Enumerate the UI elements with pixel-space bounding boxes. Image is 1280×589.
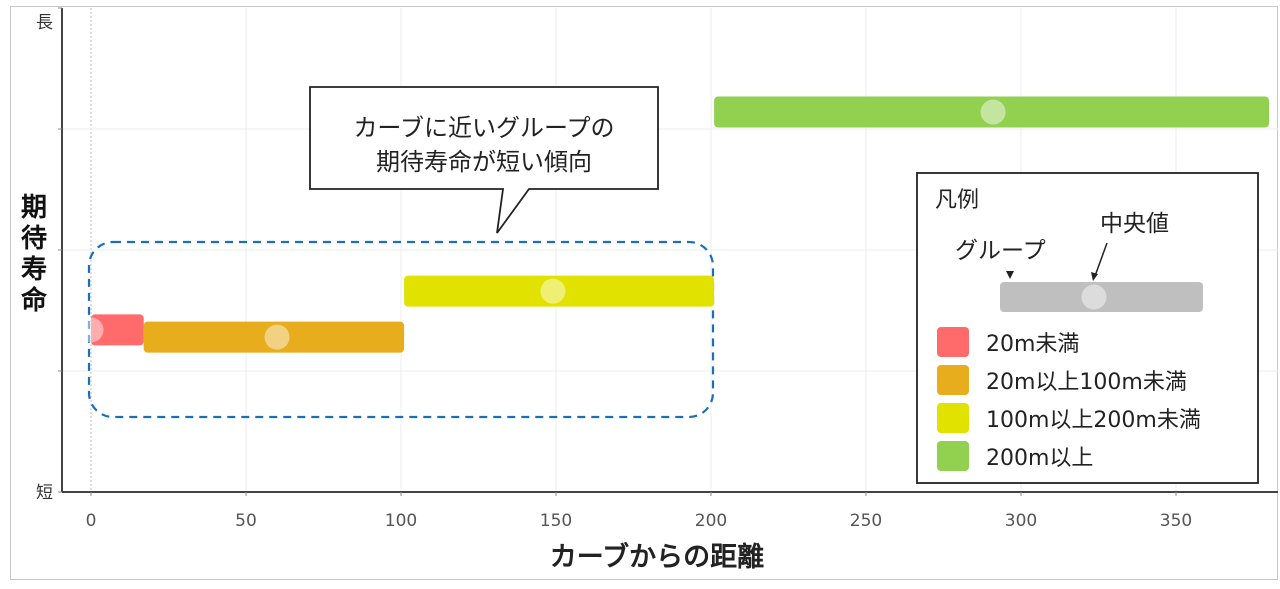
- median-marker: [78, 317, 104, 343]
- bars: [78, 96, 1269, 353]
- x-tick-label: 300: [1005, 511, 1037, 531]
- x-tick-label: 200: [695, 511, 727, 531]
- chart-frame: [10, 6, 1278, 580]
- legend-median-arrowhead: [1091, 272, 1098, 281]
- legend-swatch: [937, 327, 969, 357]
- range-bar: [404, 275, 715, 307]
- legend-swatch: [937, 441, 969, 471]
- median-marker: [264, 324, 290, 350]
- legend-group-arrowhead: [1006, 271, 1014, 279]
- y-axis-title-char: 期: [21, 193, 47, 223]
- legend-item-label: 20m未満: [986, 332, 1079, 357]
- range-bar: [143, 321, 405, 353]
- y-axis-title: 期待寿命: [21, 193, 48, 316]
- y-axis-title-char: 命: [21, 285, 48, 316]
- legend-median-label: 中央値: [1100, 211, 1169, 237]
- y-axis-title-char: 寿: [21, 255, 47, 285]
- legend-box: [916, 172, 1259, 484]
- range-bar: [91, 314, 144, 346]
- range-bar: [714, 96, 1269, 128]
- callout: カーブに近いグループの 期待寿命が短い傾向: [309, 86, 659, 234]
- callout-line-1: カーブに近いグループの: [353, 114, 614, 142]
- x-tick-label: 350: [1160, 511, 1192, 531]
- y-bottom-label: 短: [36, 483, 53, 503]
- x-tick-label: 100: [385, 511, 417, 531]
- legend-group-label: グループ: [955, 238, 1046, 264]
- legend-median-arrow: [1094, 242, 1108, 277]
- x-tick-label: 150: [540, 511, 572, 531]
- median-marker: [540, 278, 566, 304]
- highlight-region: [87, 240, 715, 419]
- legend-item-label: 100m以上200m未満: [986, 408, 1201, 433]
- legend-title: 凡例: [935, 188, 979, 213]
- callout-box: [309, 86, 659, 234]
- legend-swatch: [937, 403, 969, 433]
- y-axis-title-char: 待: [21, 224, 47, 254]
- legend-sample-median: [1081, 284, 1107, 310]
- callout-line-2: 期待寿命が短い傾向: [376, 148, 592, 176]
- legend-items: 20m未満 20m以上100m未満 100m以上200m未満 200m以上: [937, 327, 1201, 471]
- x-tick-labels: 0 50 100 150 200 250 300 350: [86, 492, 1192, 531]
- legend-sample-bar: [1000, 282, 1203, 312]
- x-tick-label: 250: [850, 511, 882, 531]
- legend-item-label: 20m以上100m未満: [986, 370, 1187, 395]
- x-tick-label: 0: [86, 511, 97, 531]
- x-axis-title: カーブからの距離: [550, 541, 764, 573]
- axes: [58, 7, 1278, 493]
- legend-item-label: 200m以上: [986, 446, 1093, 471]
- legend-swatch: [937, 365, 969, 395]
- y-top-label: 長: [36, 13, 53, 33]
- x-tick-label: 50: [235, 511, 257, 531]
- median-marker: [980, 99, 1006, 125]
- legend: 凡例 中央値 グループ 20m未満 20m以上100m未満 100m以上200m未満…: [916, 172, 1259, 484]
